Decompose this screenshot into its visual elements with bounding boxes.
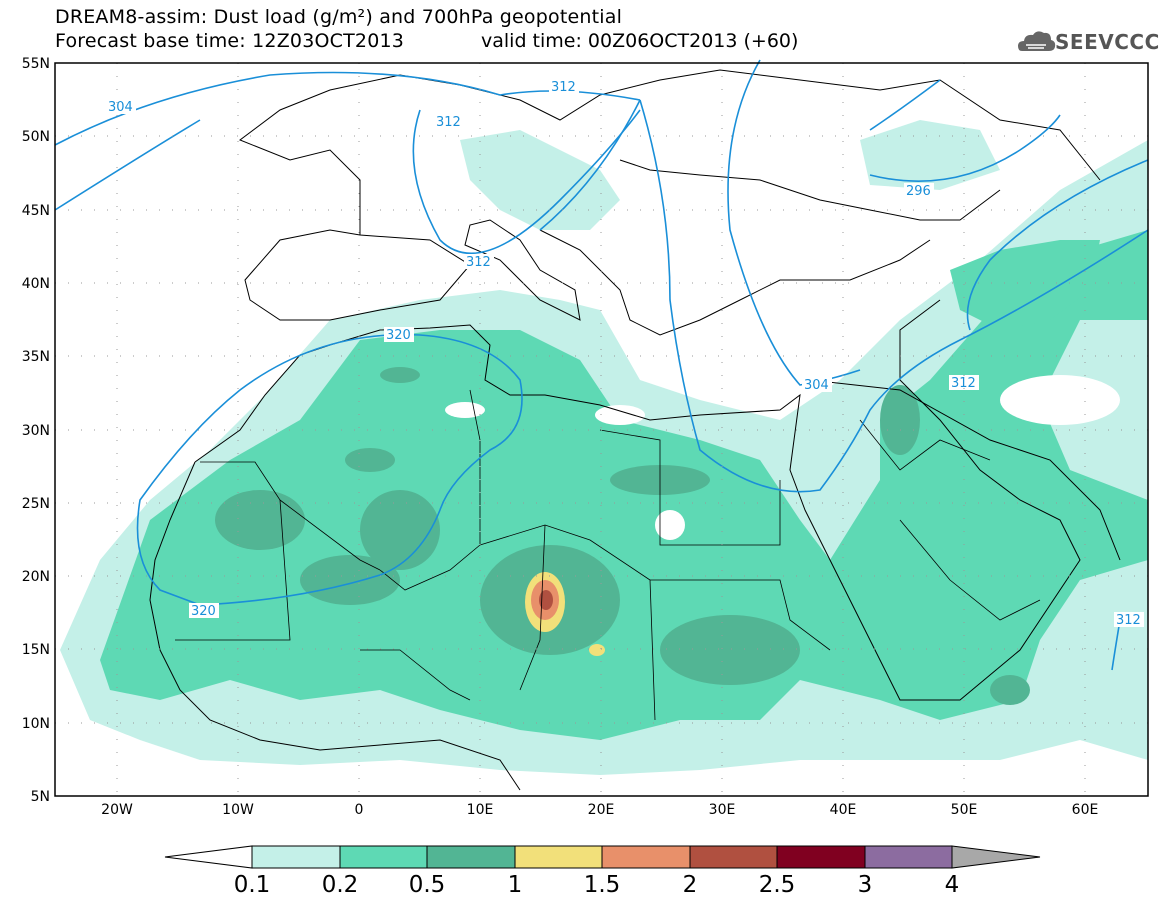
lat-axis: 55N 50N 45N 40N 35N 30N 25N 20N 15N 10N …: [22, 56, 50, 805]
contour-label: 312: [1116, 613, 1141, 628]
lat-label: 45N: [22, 203, 50, 219]
colorbar-tick-label: 1: [507, 872, 523, 898]
lat-label: 10N: [22, 716, 50, 732]
colorbar-tick-label: 3: [857, 872, 873, 898]
lon-label: 60E: [1072, 802, 1099, 818]
contour-label: 304: [108, 100, 133, 115]
lon-label: 0: [355, 802, 364, 818]
dust-fill-layer: [60, 120, 1148, 775]
map-title: DREAM8-assim: Dust load (g/m²) and 700hP…: [55, 6, 623, 28]
lat-label: 35N: [22, 349, 50, 365]
lon-label: 20E: [588, 802, 615, 818]
lat-label: 30N: [22, 423, 50, 439]
map-frame: [54, 62, 1149, 797]
lat-label: 5N: [31, 789, 50, 805]
colorbar-tick-label: 0.5: [408, 872, 446, 898]
contour-label: 312: [466, 255, 491, 270]
lon-axis: 20W 10W 0 10E 20E 30E 40E 50E 60E: [101, 802, 1098, 818]
lon-label: 10W: [222, 802, 254, 818]
lat-label: 25N: [22, 496, 50, 512]
lat-label: 40N: [22, 276, 50, 292]
contour-label: 304: [804, 378, 829, 393]
lat-label: 15N: [22, 642, 50, 658]
colorbar-tick-label: 2.5: [758, 872, 796, 898]
forecast-base-time: Forecast base time: 12Z03OCT2013: [55, 30, 405, 52]
colorbar-tick-label: 2: [682, 872, 698, 898]
colorbar-tick-label: 1.5: [583, 872, 621, 898]
colorbar-swatch: [339, 845, 428, 869]
contour-label: 320: [191, 604, 216, 619]
logo-text: SEEVCCC: [1055, 30, 1160, 54]
colorbar-swatch: [864, 845, 953, 869]
colorbar-swatch: [601, 845, 691, 869]
colorbar-high-arrow: [951, 845, 1041, 869]
contour-label: 312: [436, 115, 461, 130]
lat-label: 50N: [22, 129, 50, 145]
colorbar-tick-label: 0.2: [321, 872, 359, 898]
lon-label: 50E: [951, 802, 978, 818]
colorbar-tick-label: 0.1: [233, 872, 271, 898]
contour-label: 320: [386, 328, 411, 343]
colorbar: [164, 845, 1041, 869]
colorbar-tick-label: 4: [944, 872, 960, 898]
lon-label: 40E: [830, 802, 857, 818]
colorbar-swatch: [251, 845, 341, 869]
lat-label: 20N: [22, 569, 50, 585]
lon-label: 30E: [709, 802, 736, 818]
contour-label: 312: [551, 80, 576, 95]
colorbar-swatch: [426, 845, 516, 869]
country-borders: [175, 389, 1041, 721]
colorbar-swatch: [776, 845, 866, 869]
coastlines: [149, 69, 1121, 791]
gridlines: [55, 63, 1148, 796]
lon-label: 10E: [467, 802, 494, 818]
contour-label: 296: [906, 184, 931, 199]
cloud-icon: [1018, 31, 1056, 51]
colorbar-swatch: [689, 845, 778, 869]
contour-labels: 304 312 312 312 320 320 304 312 296 312: [106, 79, 1144, 628]
lon-label: 20W: [101, 802, 133, 818]
valid-time: valid time: 00Z06OCT2013 (+60): [481, 30, 799, 52]
colorbar-low-arrow: [164, 845, 253, 869]
contour-label: 312: [951, 376, 976, 391]
colorbar-swatch: [514, 845, 603, 869]
lat-label: 55N: [22, 56, 50, 72]
